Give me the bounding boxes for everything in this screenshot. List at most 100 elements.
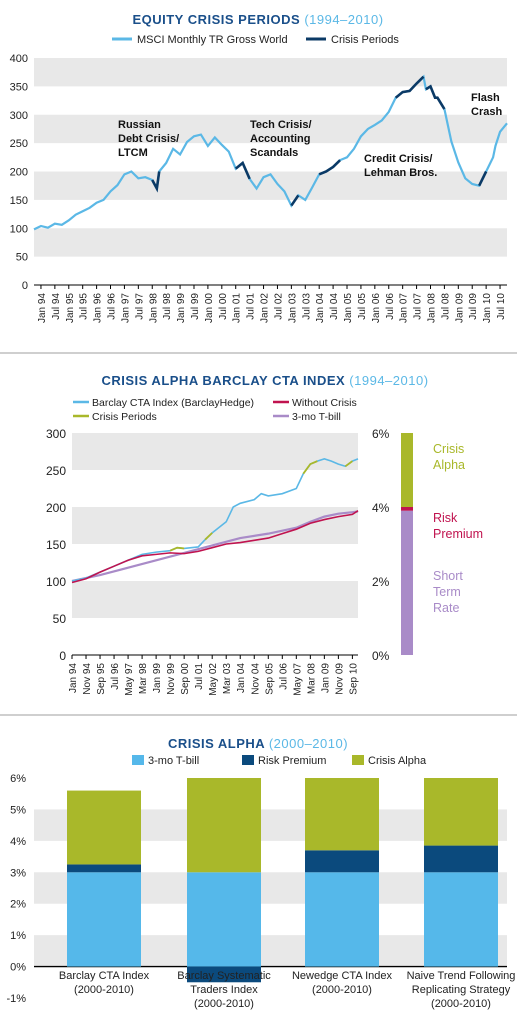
bar-crisis-alpha — [67, 790, 141, 865]
stacked-bar-label: Alpha — [433, 458, 465, 472]
x-tick-label: Jul 06 — [278, 663, 289, 690]
chart-title-range: (1994–2010) — [304, 12, 383, 27]
category-label: Barclay CTA Index — [59, 970, 150, 982]
crisis-alpha-bar-chart: CRISIS ALPHA (2000–2010) 3-mo T-bill Risk … — [0, 722, 517, 1024]
x-tick-label: Jan 94 — [68, 663, 79, 693]
x-tick-label: Jan 96 — [93, 293, 104, 323]
y-tick-label: 300 — [10, 110, 28, 122]
bar-risk-premium — [424, 845, 498, 873]
category-label: Barclay Systematic — [177, 970, 271, 982]
crisis-annotation: Crash — [471, 106, 502, 118]
x-tick-label: Jul 96 — [110, 663, 121, 690]
legend-swatch — [242, 755, 254, 765]
y-tick-label: 4% — [10, 836, 26, 848]
chart-title-text: EQUITY CRISIS PERIODS — [132, 12, 304, 27]
x-tick-label: Jan 99 — [176, 293, 187, 323]
y-tick-label: 50 — [16, 252, 28, 264]
x-tick-label: Jan 09 — [454, 293, 465, 323]
chart-title-range: (1994–2010) — [349, 373, 428, 388]
y-tick-label: -1% — [6, 993, 26, 1005]
x-tick-label: Jan 09 — [320, 663, 331, 693]
x-tick-label: Mar 98 — [138, 663, 149, 695]
x-tick-label: Jan 99 — [152, 663, 163, 693]
y-tick-label: 0 — [59, 649, 66, 663]
category-label: Newedge CTA Index — [292, 970, 393, 982]
crisis-annotation: Tech Crisis/ — [250, 119, 312, 131]
y-tick-label: 5% — [10, 804, 26, 816]
legend-label: 3-mo T-bill — [292, 411, 341, 423]
crisis-annotation: Flash — [471, 92, 500, 104]
x-tick-label: May 07 — [292, 663, 303, 696]
category-label: (2000-2010) — [431, 998, 491, 1010]
x-tick-label: Jan 04 — [315, 293, 326, 323]
x-tick-label: Mar 08 — [306, 663, 317, 695]
bar-risk-premium — [67, 864, 141, 873]
grid-band — [34, 228, 507, 257]
x-tick-label: Jul 99 — [190, 293, 201, 320]
section-divider — [0, 352, 517, 354]
y-tick-label: 3% — [10, 867, 26, 879]
bar-axis-label: 6% — [372, 427, 390, 441]
x-tick-label: Jul 06 — [385, 293, 396, 320]
legend-label: Without Crisis — [292, 397, 357, 409]
y-tick-label: 150 — [46, 538, 66, 552]
crisis-annotation: Accounting — [250, 133, 311, 145]
bar-axis-label: 2% — [372, 575, 390, 589]
legend-swatch — [132, 755, 144, 765]
x-tick-label: Jan 03 — [287, 293, 298, 323]
crisis-annotation: Credit Crisis/ — [364, 153, 432, 165]
crisis-period-segment — [318, 159, 341, 176]
stacked-bar-label: Term — [433, 585, 461, 599]
y-tick-label: 0 — [22, 280, 28, 292]
stacked-bar-label: Crisis — [433, 442, 464, 456]
chart-title: CRISIS ALPHA BARCLAY CTA INDEX (1994–201… — [101, 373, 428, 388]
x-tick-label: Jul 10 — [496, 293, 507, 320]
x-tick-label: Jul 96 — [107, 293, 118, 320]
x-tick-label: May 02 — [208, 663, 219, 696]
legend-label: Barclay CTA Index (BarclayHedge) — [92, 397, 254, 409]
y-tick-label: 300 — [46, 427, 66, 441]
x-tick-label: Nov 09 — [334, 663, 345, 695]
x-tick-label: Jul 05 — [357, 293, 368, 320]
x-tick-label: Nov 99 — [166, 663, 177, 695]
bar-crisis-alpha — [187, 778, 261, 873]
x-tick-label: Jul 08 — [440, 293, 451, 320]
crisis-period-segment — [204, 532, 213, 541]
stacked-bar-label: Risk — [433, 511, 458, 525]
legend-label-crisis: Crisis Periods — [331, 34, 399, 46]
y-tick-label: 250 — [10, 138, 28, 150]
x-tick-label: Sep 10 — [348, 663, 359, 695]
crisis-period-segment — [290, 194, 300, 207]
crisis-alpha-bar-svg: CRISIS ALPHA (2000–2010) 3-mo T-bill Risk … — [6, 736, 516, 1010]
crisis-period-segment — [169, 546, 185, 552]
x-tick-label: Jan 04 — [236, 663, 247, 693]
legend-label: Risk Premium — [258, 755, 326, 767]
category-label: (2000-2010) — [74, 984, 134, 996]
tbill-series-line — [71, 510, 359, 583]
category-label: Naive Trend Following — [407, 970, 516, 982]
crisis-annotation: Scandals — [250, 147, 298, 159]
x-tick-label: Jul 01 — [194, 663, 205, 690]
crisis-annotation: Debt Crisis/ — [118, 133, 179, 145]
crisis-alpha-cta-chart: CRISIS ALPHA BARCLAY CTA INDEX (1994–201… — [0, 360, 517, 712]
x-tick-label: Jul 09 — [468, 293, 479, 320]
y-tick-label: 1% — [10, 930, 26, 942]
x-tick-label: Jan 98 — [148, 293, 159, 323]
x-tick-label: Sep 95 — [96, 663, 107, 695]
category-label: Traders Index — [190, 984, 258, 996]
bar-tbill — [187, 872, 261, 967]
grid-band — [34, 114, 507, 144]
crisis-period-segment — [234, 160, 251, 180]
x-tick-label: Jul 03 — [301, 293, 312, 320]
y-tick-label: 6% — [10, 773, 26, 785]
legend-label: 3-mo T-bill — [148, 755, 199, 767]
bar-axis-label: 0% — [372, 649, 390, 663]
cta-series-line — [71, 458, 359, 582]
y-tick-label: 350 — [10, 81, 28, 93]
grid-band — [34, 171, 507, 200]
y-tick-label: 200 — [46, 501, 66, 515]
x-tick-label: Jan 00 — [204, 293, 215, 323]
stacked-bar-segment — [401, 507, 413, 511]
crisis-annotation: Russian — [118, 119, 161, 131]
x-tick-label: Sep 00 — [180, 663, 191, 695]
